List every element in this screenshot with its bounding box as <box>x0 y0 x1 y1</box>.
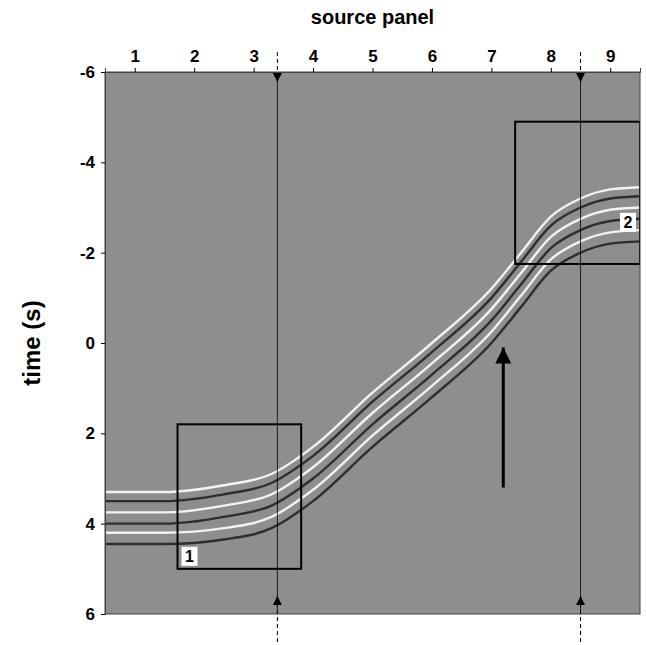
x-tick-mark <box>491 68 492 72</box>
y-tick: 0 <box>86 334 105 353</box>
x-tick: 9 <box>606 47 615 72</box>
x-tick-mark <box>610 68 611 72</box>
source-marker-top <box>580 52 581 82</box>
seismic-event <box>105 230 640 533</box>
x-tick-mark <box>551 68 552 72</box>
x-axis-title: source panel <box>311 6 434 28</box>
x-axis-line <box>106 68 641 73</box>
y-tick-label: 4 <box>86 515 96 534</box>
x-tick-mark <box>432 68 433 72</box>
x-tick-mark <box>254 68 255 72</box>
arrow <box>502 348 505 488</box>
x-tick-label: 3 <box>249 47 258 66</box>
y-axis-line <box>101 73 106 615</box>
x-tick-mark <box>194 68 195 72</box>
y-tick-label: -4 <box>80 153 96 172</box>
y-tick-label: -2 <box>80 244 95 263</box>
y-tick-label: -6 <box>80 63 95 82</box>
y-axis-title: time (s) <box>18 300 45 385</box>
y-tick-mark <box>101 614 105 615</box>
y-tick-mark <box>101 433 105 434</box>
y-tick-mark <box>101 253 105 254</box>
source-marker-top <box>277 52 278 82</box>
data-group <box>105 72 640 614</box>
y-tick: -6 <box>80 63 105 82</box>
y-tick-mark <box>101 162 105 163</box>
x-tick-label: 7 <box>487 47 496 66</box>
x-tick-mark <box>135 68 136 72</box>
source-marker-bottom <box>580 596 581 642</box>
x-axis: 1 2 3 4 5 6 7 8 9 <box>106 47 641 73</box>
x-tick: 7 <box>487 47 496 72</box>
x-tick: 1 <box>130 47 139 72</box>
x-tick-label: 2 <box>190 47 199 66</box>
y-tick-label: 6 <box>86 605 95 624</box>
x-tick-label: 4 <box>309 47 319 66</box>
y-tick: 6 <box>86 605 105 624</box>
y-tick: -2 <box>80 244 105 263</box>
box-label: 2 <box>624 214 633 231</box>
x-tick: 6 <box>428 47 437 72</box>
highlight-box <box>178 424 302 569</box>
x-tick: 3 <box>249 47 258 72</box>
chart: 1 2 1 2 3 4 5 6 7 8 9 -6 -4 -2 0 2 4 6 source panel time (s… <box>0 0 646 645</box>
y-tick-mark <box>101 72 105 73</box>
y-tick-label: 2 <box>86 424 95 443</box>
x-tick: 8 <box>547 47 556 72</box>
x-tick-mark <box>373 68 374 72</box>
y-tick-label: 0 <box>86 334 95 353</box>
highlight-box <box>515 122 640 264</box>
x-tick-label: 5 <box>368 47 377 66</box>
box-label: 1 <box>185 548 194 565</box>
y-axis: -6 -4 -2 0 2 4 6 <box>80 63 106 624</box>
plot-background <box>105 72 640 614</box>
y-tick: -4 <box>80 153 105 172</box>
x-tick: 5 <box>368 47 377 72</box>
x-tick: 4 <box>309 47 319 72</box>
source-line <box>580 72 581 614</box>
x-tick-label: 8 <box>547 47 556 66</box>
seismic-event <box>105 241 640 544</box>
box-label-bg <box>620 213 636 232</box>
x-tick-label: 9 <box>606 47 615 66</box>
source-line <box>277 72 278 614</box>
y-tick: 2 <box>86 424 105 443</box>
y-tick-mark <box>101 524 105 525</box>
frame <box>105 72 640 614</box>
box-label-bg <box>182 547 198 566</box>
y-tick-mark <box>101 343 105 344</box>
x-tick-label: 6 <box>428 47 437 66</box>
x-tick-mark <box>313 68 314 72</box>
x-tick: 2 <box>190 47 199 72</box>
x-tick-label: 1 <box>130 47 139 66</box>
y-tick: 4 <box>86 515 105 534</box>
source-marker-bottom <box>277 596 278 642</box>
